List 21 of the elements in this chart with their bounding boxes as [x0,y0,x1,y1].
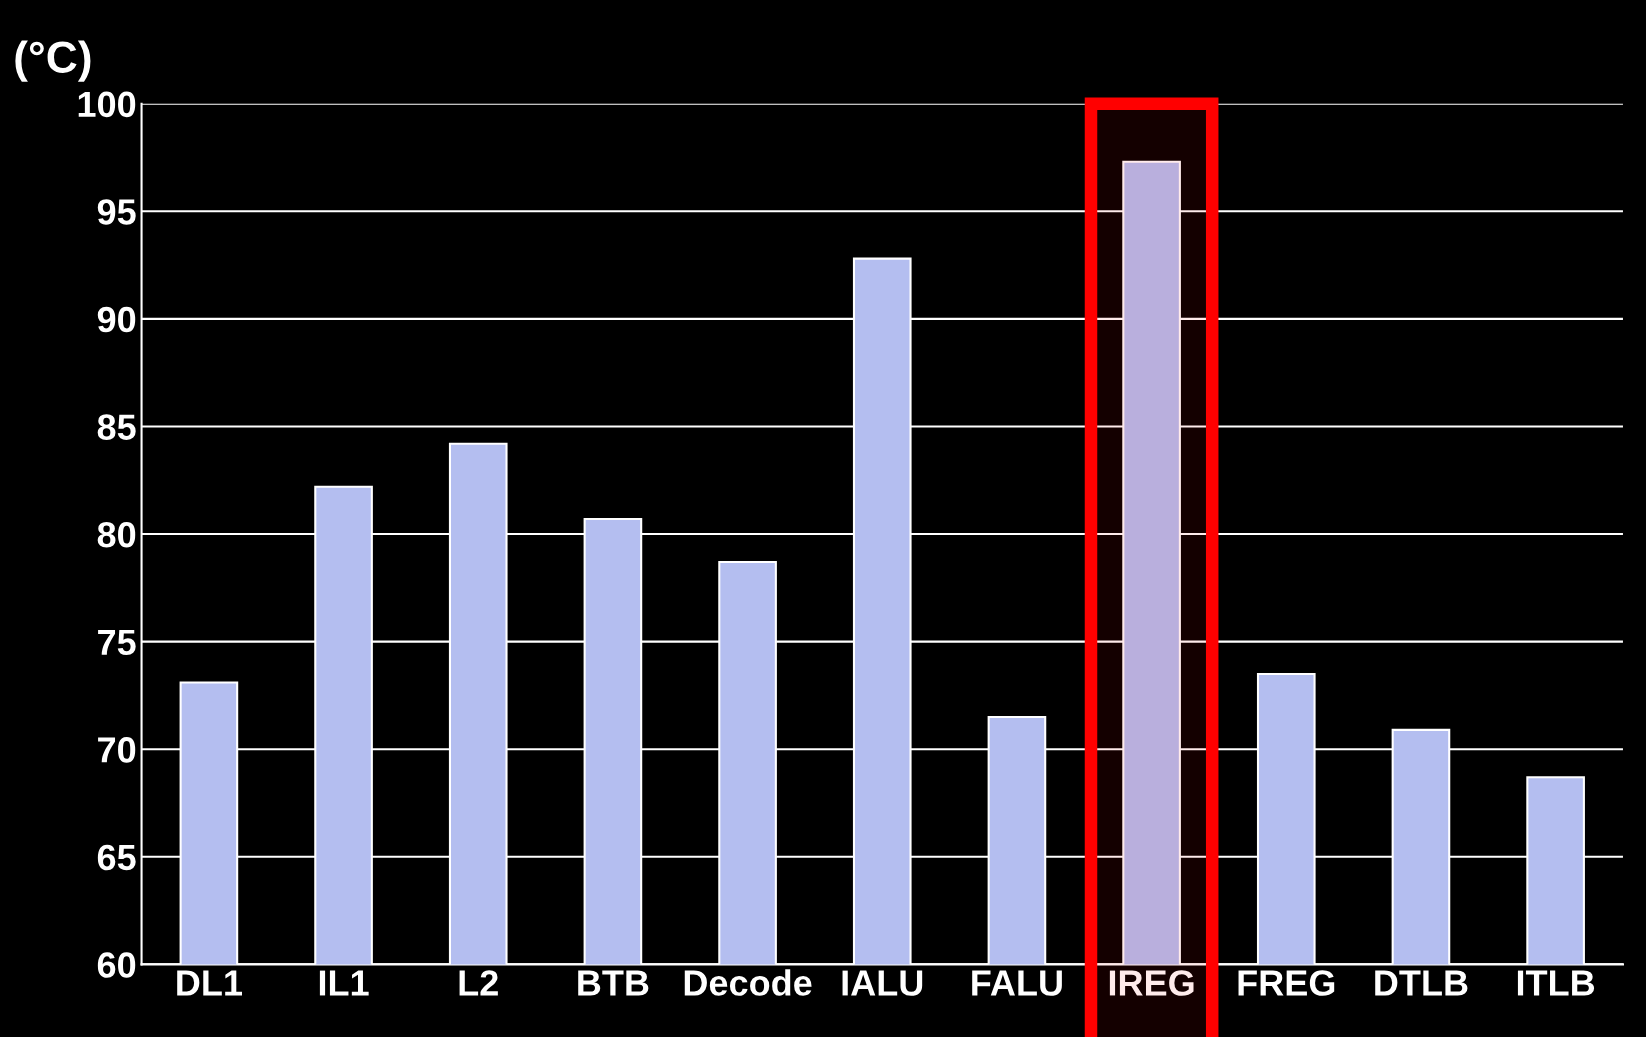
y-tick-label: 70 [98,737,136,763]
y-axis-title: (°C) [15,40,91,82]
x-tick-label: IL1 [319,970,369,996]
y-tick-label: 80 [97,521,136,548]
x-tick-label: BTB [578,970,649,996]
x-tick-label: FALU [972,970,1062,996]
x-tick-label: Decode [684,969,812,996]
y-tick-label: 95 [97,199,136,225]
x-tick-label: DL1 [177,970,242,996]
y-tick-label: 60 [97,952,136,978]
y-tick-label: 85 [97,414,136,440]
x-tick-label: IALU [842,970,923,996]
x-tick-label: DTLB [1375,970,1468,996]
x-tick-label: ITLB [1517,970,1595,996]
y-tick-label: 65 [97,844,136,871]
x-tick-label: IREG [1109,970,1194,996]
x-tick-label: FREG [1238,970,1335,996]
y-tick-label: 75 [98,629,136,656]
y-tick-label: 100 [78,91,136,118]
x-tick-label: L2 [459,970,498,996]
y-tick-label: 90 [97,306,136,333]
